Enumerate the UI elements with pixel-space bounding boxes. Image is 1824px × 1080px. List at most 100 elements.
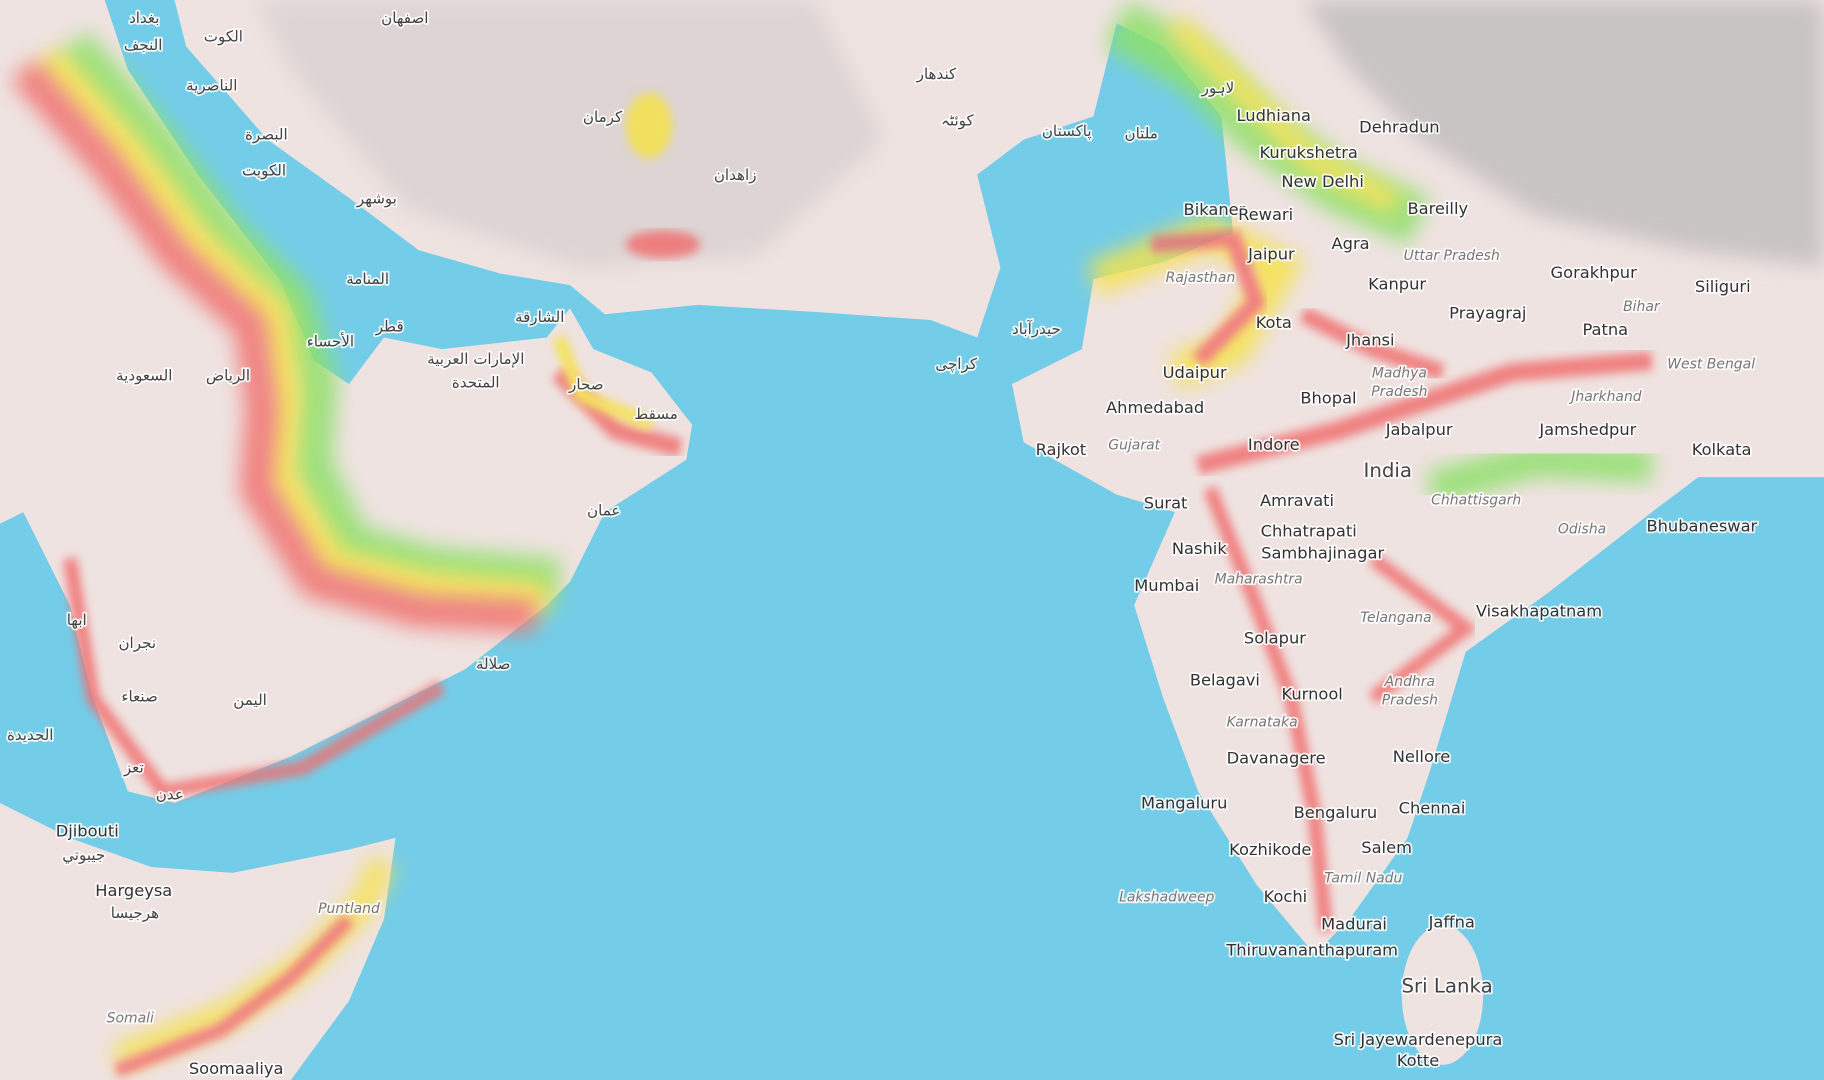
- place-label: المنامة: [346, 270, 389, 288]
- city-label: Sambhajinagar: [1261, 543, 1384, 562]
- place-label: النجف: [124, 36, 163, 54]
- heat-band: [1203, 486, 1334, 932]
- region-label: Uttar Pradesh: [1404, 248, 1500, 264]
- city-label: Surat: [1144, 493, 1188, 512]
- region-label: Andhra: [1384, 674, 1435, 690]
- city-label: Belagavi: [1190, 670, 1260, 689]
- heat-band: [52, 31, 561, 606]
- arabic-labels: بغداد النجف الكوت الناصرية البصرة الكويت…: [5, 7, 1236, 923]
- city-label: Jaipur: [1247, 244, 1295, 263]
- city-label: Indore: [1248, 435, 1300, 454]
- heat-band: [33, 46, 549, 617]
- region-label: Pradesh: [1382, 693, 1438, 709]
- heat-band: [1426, 442, 1653, 506]
- city-label: Thiruvananthapuram: [1225, 940, 1398, 959]
- city-label: Agra: [1332, 234, 1370, 253]
- city-label: Salem: [1361, 838, 1412, 857]
- city-label: Dehradun: [1359, 118, 1439, 137]
- place-label: پاکستان: [1042, 122, 1092, 141]
- city-label: Jhansi: [1345, 330, 1394, 349]
- region-label: Rajasthan: [1166, 270, 1236, 286]
- heat-band: [1166, 15, 1402, 215]
- region-label: Madhya: [1372, 366, 1427, 382]
- city-label: Patna: [1582, 320, 1628, 339]
- city-label: Gorakhpur: [1551, 263, 1638, 282]
- heat-band: [1195, 351, 1653, 475]
- city-label: Ahmedabad: [1106, 398, 1204, 417]
- city-label: Kochi: [1264, 887, 1308, 906]
- place-label: اليمن: [233, 691, 267, 709]
- region-label: Maharashtra: [1215, 572, 1303, 588]
- heat-spot: [625, 230, 701, 259]
- city-label: Bikaner: [1184, 200, 1246, 219]
- heat-band: [62, 557, 446, 799]
- country-label: Sri Lanka: [1401, 974, 1492, 997]
- region-label: Telangana: [1360, 610, 1431, 626]
- city-label: Kotte: [1397, 1051, 1440, 1070]
- city-label: Djibouti: [56, 822, 119, 841]
- heat-spot: [625, 93, 673, 159]
- place-label: قطر: [375, 318, 404, 336]
- place-label: عمان: [587, 501, 620, 519]
- island: [1401, 925, 1484, 1065]
- place-label: الإمارات العربية: [427, 350, 524, 368]
- region-labels: Uttar Pradesh Bihar Rajasthan Madhya Pra…: [105, 246, 1757, 1028]
- region-label: Chhattisgarh: [1431, 492, 1521, 508]
- place-label: نجران: [118, 634, 156, 652]
- heat-band: [1299, 306, 1446, 381]
- city-label: Kurukshetra: [1259, 143, 1357, 162]
- city-label: Nellore: [1393, 747, 1451, 766]
- heat-band: [1151, 230, 1266, 367]
- mountains: [1302, 0, 1824, 268]
- place-label: السعودية: [116, 366, 172, 384]
- place-label: الكويت: [242, 162, 286, 180]
- place-label: تعز: [123, 759, 144, 777]
- place-label: ملتان: [1124, 124, 1157, 142]
- heat-band: [113, 914, 354, 1078]
- city-label: Rajkot: [1036, 440, 1087, 459]
- region-label: Jharkhand: [1568, 389, 1642, 405]
- city-label: Jabalpur: [1385, 420, 1453, 439]
- city-label: Mumbai: [1134, 576, 1199, 595]
- city-label: Kolkata: [1692, 440, 1752, 459]
- country-label: India: [1364, 459, 1413, 482]
- city-label: Udaipur: [1163, 363, 1227, 382]
- place-label: جيبوتي: [62, 846, 105, 865]
- region-label: Gujarat: [1108, 438, 1160, 454]
- city-label: Kanpur: [1368, 275, 1426, 294]
- city-label: Madurai: [1321, 915, 1387, 934]
- region-label: Somali: [107, 1010, 154, 1026]
- region-label: Bihar: [1623, 299, 1661, 315]
- city-label: Ludhiana: [1237, 106, 1311, 125]
- place-label: الرياض: [206, 366, 250, 384]
- place-label: کرمان: [583, 108, 623, 126]
- place-label: الناصرية: [186, 77, 237, 95]
- place-label: الحديدة: [7, 726, 54, 744]
- region-label: West Bengal: [1667, 356, 1755, 372]
- city-label: Sri Jayewardenepura: [1334, 1030, 1503, 1049]
- city-label: Kurnool: [1282, 684, 1343, 703]
- place-label: عدن: [156, 785, 184, 803]
- place-label: هرجيسا: [111, 904, 159, 922]
- city-label: Kota: [1256, 313, 1292, 332]
- place-label: حیدرآباد: [1012, 320, 1061, 338]
- place-label: صحار: [568, 376, 603, 394]
- region-label: Karnataka: [1227, 715, 1298, 731]
- place-label: الكوت: [204, 28, 243, 46]
- city-label: Solapur: [1244, 628, 1306, 647]
- place-label: کوئٹہ: [941, 112, 974, 130]
- city-label: Bhubaneswar: [1646, 517, 1757, 536]
- place-label: بغداد: [129, 9, 159, 27]
- city-label: Jamshedpur: [1538, 420, 1636, 439]
- place-label: اصفهان: [381, 9, 428, 27]
- city-label: Kozhikode: [1229, 840, 1311, 859]
- elevation-overlay: [11, 0, 1653, 1078]
- city-label: Siliguri: [1695, 277, 1751, 296]
- city-label: Chennai: [1399, 798, 1466, 817]
- region-label: Odisha: [1558, 522, 1606, 538]
- place-label: مسقط: [634, 405, 678, 423]
- region-label: Pradesh: [1371, 384, 1427, 400]
- region-label: Tamil Nadu: [1324, 871, 1402, 887]
